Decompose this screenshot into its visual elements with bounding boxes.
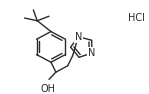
Text: OH: OH — [41, 84, 56, 94]
Text: N: N — [75, 32, 82, 42]
Text: N: N — [88, 48, 96, 58]
Text: HCl: HCl — [128, 13, 145, 23]
